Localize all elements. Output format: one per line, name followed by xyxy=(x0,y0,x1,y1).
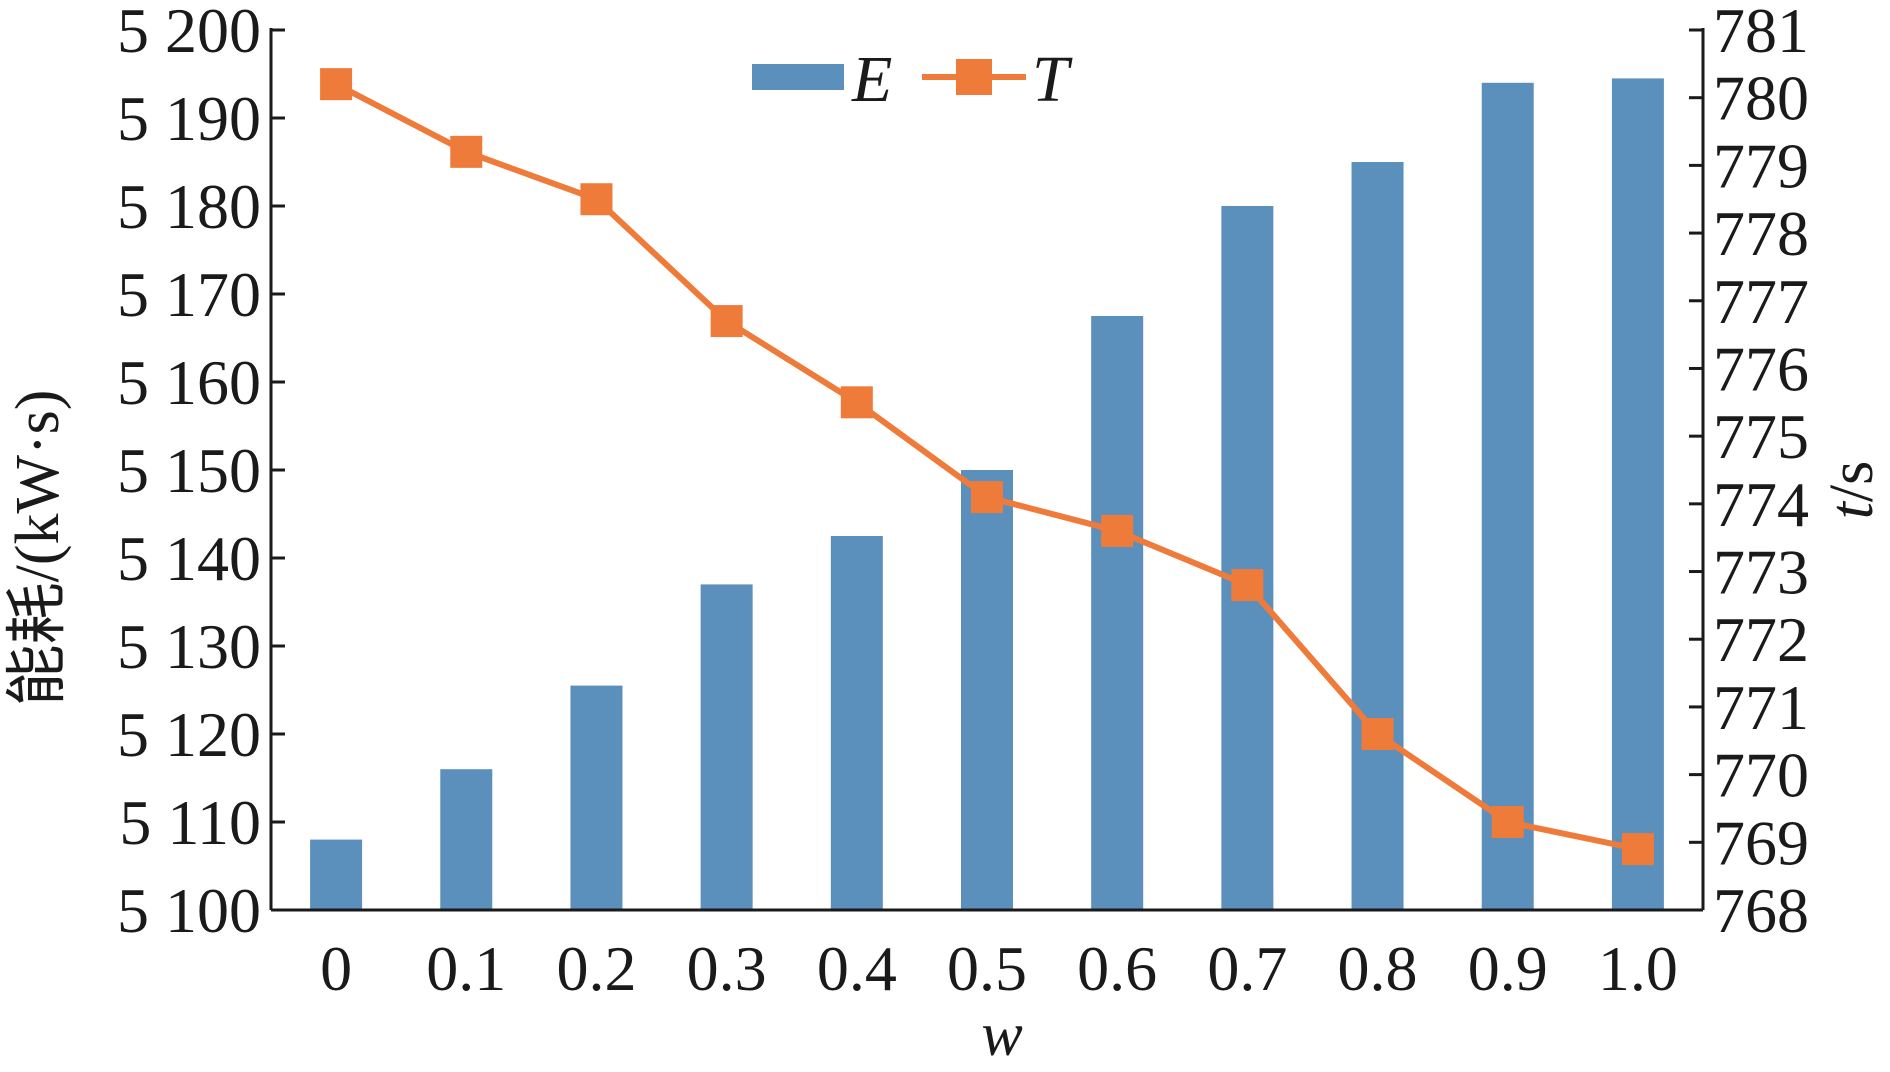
left-tick-label: 5 130 xyxy=(117,611,261,682)
marker-t-1.0 xyxy=(1621,833,1654,866)
left-tick-label: 5 100 xyxy=(117,875,261,946)
bar-e-0.7 xyxy=(1221,206,1274,910)
right-y-axis-title-unit: /s xyxy=(1818,461,1886,502)
bar-e-0 xyxy=(310,839,363,910)
left-tick-label: 5 200 xyxy=(117,0,261,66)
left-tick-label: 5 110 xyxy=(119,787,261,858)
right-y-axis-title-t: t xyxy=(1818,500,1886,519)
bar-e-0.3 xyxy=(700,584,753,910)
x-tick-label: 0.2 xyxy=(556,933,636,1004)
right-tick-label: 773 xyxy=(1713,537,1809,608)
marker-t-0.9 xyxy=(1491,806,1524,838)
x-tick-label: 0.5 xyxy=(947,933,1027,1004)
bar-e-0.5 xyxy=(961,470,1013,910)
right-tick-label: 776 xyxy=(1713,333,1809,404)
right-tick-label: 770 xyxy=(1713,740,1809,811)
right-tick-label: 777 xyxy=(1713,266,1809,337)
left-tick-label: 5 140 xyxy=(117,523,261,594)
legend-label-e: E xyxy=(851,43,892,116)
x-tick-label: 0 xyxy=(320,933,352,1004)
legend-swatch-e xyxy=(752,64,844,90)
x-tick-label: 1.0 xyxy=(1598,933,1678,1004)
marker-t-0 xyxy=(320,68,353,101)
marker-t-0.6 xyxy=(1101,514,1134,547)
legend-label-t: T xyxy=(1032,43,1073,116)
bar-e-0.6 xyxy=(1091,316,1144,910)
right-y-ticks: 7687697707717727737747757767777787797807… xyxy=(1689,0,1809,946)
x-axis-title: w xyxy=(981,1001,1022,1069)
right-tick-label: 774 xyxy=(1713,469,1809,540)
x-ticks: 0 0.1 0.2 0.3 0.4 0.5 0.6 0.7 0.8 0.9 1.0 xyxy=(320,933,1678,1004)
right-tick-label: 778 xyxy=(1713,198,1809,269)
right-tick-label: 771 xyxy=(1713,672,1809,743)
marker-t-0.7 xyxy=(1231,569,1264,602)
bar-e-0.9 xyxy=(1481,82,1534,911)
legend: E T xyxy=(752,43,1073,116)
left-tick-label: 5 170 xyxy=(117,259,261,330)
left-tick-label: 5 180 xyxy=(117,171,261,242)
left-tick-label: 5 150 xyxy=(117,435,261,506)
marker-t-0.3 xyxy=(710,305,743,338)
line-series-t xyxy=(320,68,1654,866)
left-tick-label: 5 160 xyxy=(117,347,261,418)
left-tick-label: 5 190 xyxy=(117,83,261,154)
bar-e-1.0 xyxy=(1611,78,1664,910)
marker-t-0.5 xyxy=(971,481,1003,514)
left-y-axis-title: 能耗/(kW·s) xyxy=(4,390,72,707)
marker-t-0.4 xyxy=(840,386,873,419)
bar-e-0.2 xyxy=(570,685,623,910)
right-tick-label: 768 xyxy=(1713,875,1809,946)
bar-e-0.1 xyxy=(440,769,493,910)
x-tick-label: 0.6 xyxy=(1077,933,1157,1004)
left-tick-label: 5 120 xyxy=(117,699,261,770)
x-tick-label: 0.1 xyxy=(426,933,506,1004)
marker-t-0.2 xyxy=(580,183,613,216)
bar-e-0.4 xyxy=(830,536,883,910)
x-tick-label: 0.4 xyxy=(817,933,897,1004)
right-tick-label: 775 xyxy=(1713,401,1809,472)
right-tick-label: 781 xyxy=(1713,0,1809,66)
right-y-axis-title: t/s xyxy=(1818,461,1886,520)
x-tick-label: 0.9 xyxy=(1468,933,1548,1004)
bar-e-0.8 xyxy=(1351,162,1404,910)
legend-marker-t xyxy=(956,59,992,95)
x-tick-label: 0.3 xyxy=(687,933,767,1004)
marker-t-0.1 xyxy=(450,135,483,168)
marker-t-0.8 xyxy=(1361,718,1394,750)
right-tick-label: 779 xyxy=(1713,130,1809,201)
x-tick-label: 0.7 xyxy=(1207,933,1287,1004)
left-y-ticks: 5 100 5 110 5 120 5 130 5 140 5 150 5 160 5 170… xyxy=(117,0,285,946)
bar-series-e xyxy=(310,78,1664,911)
right-tick-label: 772 xyxy=(1713,604,1809,675)
right-tick-label: 769 xyxy=(1713,807,1809,878)
x-tick-label: 0.8 xyxy=(1338,933,1418,1004)
right-tick-label: 780 xyxy=(1713,63,1809,134)
